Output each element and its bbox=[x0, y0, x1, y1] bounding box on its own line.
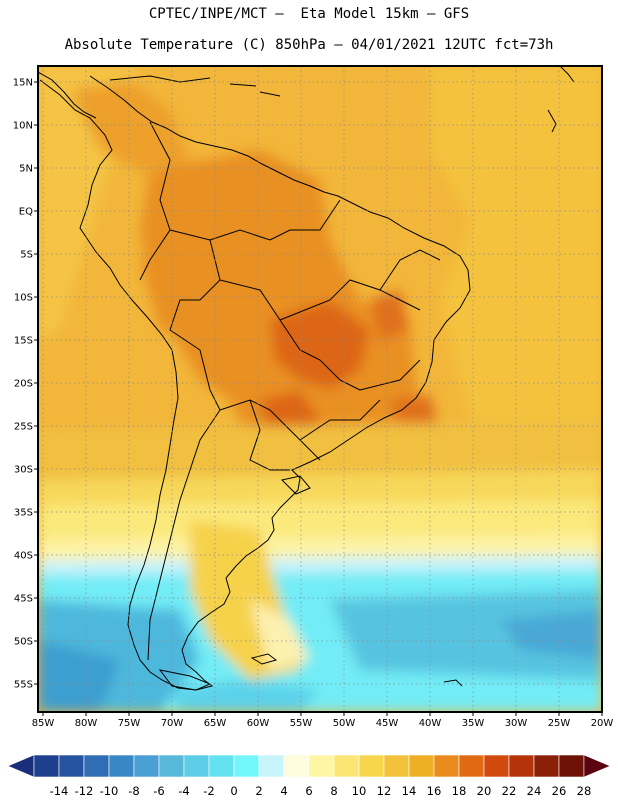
lat-label: 50S bbox=[14, 637, 33, 648]
lat-label: 25S bbox=[14, 422, 33, 433]
colorbar-label: 4 bbox=[280, 784, 287, 798]
colorbar-high-arrow bbox=[583, 754, 611, 778]
lat-label: 5S bbox=[20, 250, 33, 261]
longitude-labels: 85W 80W 75W 70W 65W 60W 55W 50W 45W 40W 35W 30W 25W 2… bbox=[32, 712, 614, 729]
lat-label: 15N bbox=[13, 78, 33, 89]
colorbar-label: 2 bbox=[255, 784, 262, 798]
lon-label: 65W bbox=[204, 718, 227, 729]
lon-label: 30W bbox=[505, 718, 528, 729]
lon-label: 85W bbox=[32, 718, 55, 729]
colorbar-swatch bbox=[158, 754, 185, 778]
colorbar-swatch bbox=[58, 754, 85, 778]
lat-label: 30S bbox=[14, 465, 33, 476]
lon-label: 40W bbox=[419, 718, 442, 729]
colorbar-swatch bbox=[108, 754, 135, 778]
colorbar-swatch bbox=[333, 754, 360, 778]
lon-label: 35W bbox=[462, 718, 485, 729]
colorbar-swatch bbox=[383, 754, 410, 778]
lat-label: 15S bbox=[14, 336, 33, 347]
colorbar-label: -14 bbox=[50, 784, 69, 798]
colorbar-label: 20 bbox=[477, 784, 492, 798]
colorbar-swatch bbox=[308, 754, 335, 778]
colorbar-label: -4 bbox=[178, 784, 189, 798]
colorbar-swatch bbox=[508, 754, 535, 778]
lon-label: 70W bbox=[161, 718, 184, 729]
colorbar-label: -8 bbox=[128, 784, 139, 798]
colorbar-swatch bbox=[258, 754, 285, 778]
lon-label: 45W bbox=[376, 718, 399, 729]
lon-label: 25W bbox=[548, 718, 571, 729]
lon-label: 75W bbox=[118, 718, 141, 729]
temperature-field bbox=[38, 66, 602, 712]
colorbar-label: 0 bbox=[230, 784, 237, 798]
colorbar-label: 18 bbox=[452, 784, 467, 798]
lat-label: 35S bbox=[14, 508, 33, 519]
colorbar-swatch bbox=[358, 754, 385, 778]
lat-label: EQ bbox=[19, 207, 33, 218]
lon-label: 50W bbox=[333, 718, 356, 729]
lat-label: 5N bbox=[19, 164, 33, 175]
lon-label: 20W bbox=[591, 718, 614, 729]
title-line-2: Absolute Temperature (C) 850hPa – 04/01/… bbox=[64, 37, 554, 53]
lat-label: 45S bbox=[14, 594, 33, 605]
colorbar-label: 14 bbox=[402, 784, 417, 798]
colorbar-swatch bbox=[83, 754, 110, 778]
map-frame bbox=[37, 65, 603, 713]
lon-label: 55W bbox=[290, 718, 313, 729]
colorbar-label: 28 bbox=[577, 784, 592, 798]
colorbar-swatch bbox=[133, 754, 160, 778]
lat-label: 40S bbox=[14, 551, 33, 562]
colorbar-label: 24 bbox=[527, 784, 542, 798]
colorbar-label: 6 bbox=[305, 784, 312, 798]
colorbar-swatch bbox=[183, 754, 210, 778]
colorbar-swatch bbox=[433, 754, 460, 778]
colorbar-label: -12 bbox=[75, 784, 94, 798]
colorbar-label: 26 bbox=[552, 784, 567, 798]
colorbar-label: 22 bbox=[502, 784, 517, 798]
colorbar-swatch bbox=[283, 754, 310, 778]
lat-label: 55S bbox=[14, 680, 33, 691]
colorbar-swatch bbox=[408, 754, 435, 778]
colorbar-label: -6 bbox=[153, 784, 164, 798]
colorbar-swatch bbox=[208, 754, 235, 778]
latitude-labels: 15N 10N 5N EQ 5S 10S 15S 20S 25S 30S 35S 40S 45S 50S 5… bbox=[13, 78, 38, 691]
colorbar-label: -2 bbox=[203, 784, 214, 798]
colorbar-swatch bbox=[483, 754, 510, 778]
colorbar-label: 8 bbox=[330, 784, 337, 798]
colorbar-low-arrow bbox=[7, 754, 35, 778]
colorbar-label: 10 bbox=[352, 784, 367, 798]
lon-label: 60W bbox=[247, 718, 270, 729]
colorbar-swatch bbox=[533, 754, 560, 778]
colorbar bbox=[7, 754, 611, 778]
colorbar-swatch bbox=[558, 754, 585, 778]
lon-label: 80W bbox=[75, 718, 98, 729]
colorbar-label: 16 bbox=[427, 784, 442, 798]
lat-label: 10S bbox=[14, 293, 33, 304]
colorbar-labels: -14 -12 -10 -8 -6 -4 -2 0 2 4 6 8 10 12 14 16 18 20 22 24 26… bbox=[50, 784, 592, 798]
title-line-1: CPTEC/INPE/MCT – Eta Model 15km – GFS bbox=[148, 6, 470, 22]
lat-label: 20S bbox=[14, 379, 33, 390]
lat-label: 10N bbox=[13, 121, 33, 132]
colorbar-label: 12 bbox=[377, 784, 392, 798]
colorbar-swatch bbox=[458, 754, 485, 778]
colorbar-swatch bbox=[33, 754, 60, 778]
colorbar-label: -10 bbox=[100, 784, 119, 798]
colorbar-swatch bbox=[233, 754, 260, 778]
